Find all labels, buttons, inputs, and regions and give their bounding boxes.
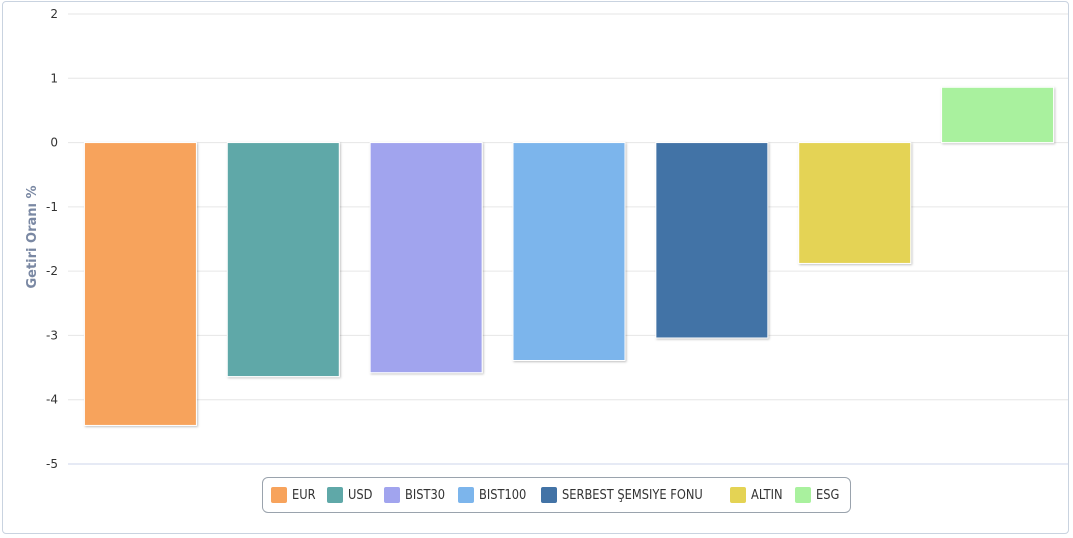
- legend-swatch: [383, 487, 400, 503]
- chart-legend: EUR USD BIST30 BIST100 SERBEST ŞEMSIYE FONU A…: [262, 477, 852, 513]
- bar-serbest-emsiye-fonu[interactable]: [655, 142, 769, 339]
- bar-eur[interactable]: [83, 142, 197, 426]
- legend-swatch: [729, 487, 746, 503]
- legend-swatch: [540, 487, 557, 503]
- legend-swatch: [458, 487, 475, 503]
- bar-altin[interactable]: [798, 142, 912, 264]
- y-axis-title: Getiri Oranı %: [25, 185, 40, 288]
- legend-swatch: [794, 487, 811, 503]
- legend-swatch: [271, 487, 287, 503]
- legend-label: SERBEST ŞEMSIYE FONU: [561, 487, 703, 503]
- legend-item-bist30[interactable]: BIST30: [383, 487, 451, 503]
- bar-bist30[interactable]: [369, 142, 483, 374]
- legend-label: ALTIN: [750, 487, 783, 503]
- legend-swatch: [326, 487, 343, 503]
- legend-item-esg[interactable]: ESG: [794, 487, 843, 503]
- legend-label: BIST100: [479, 487, 527, 503]
- y-axis-tick-labels: 2 1 0 -1 -2 -3 -4 -5: [46, 7, 58, 471]
- legend-label: ESG: [815, 487, 840, 503]
- legend-label: BIST30: [404, 487, 445, 503]
- bar-bist100[interactable]: [512, 142, 626, 361]
- legend-item-eur[interactable]: EUR: [271, 487, 319, 503]
- bars: [83, 86, 1055, 426]
- legend-item-serbest-emsiye-fonu[interactable]: SERBEST ŞEMSIYE FONU: [540, 487, 722, 503]
- legend-item-altin[interactable]: ALTIN: [729, 487, 787, 503]
- legend-label: USD: [347, 487, 373, 503]
- y-tick-label: -4: [46, 393, 58, 407]
- legend-label: EUR: [292, 487, 316, 503]
- legend-item-bist100[interactable]: BIST100: [458, 487, 533, 503]
- y-tick-label: -3: [46, 328, 58, 342]
- legend-item-usd[interactable]: USD: [326, 487, 376, 503]
- y-tick-label: 1: [50, 71, 58, 85]
- y-tick-label: -5: [46, 457, 58, 471]
- y-tick-label: 0: [50, 136, 58, 150]
- y-tick-label: 2: [50, 7, 58, 21]
- y-tick-label: -2: [46, 264, 58, 278]
- bar-esg[interactable]: [941, 86, 1055, 144]
- bar-usd[interactable]: [226, 142, 340, 378]
- y-tick-label: -1: [46, 200, 58, 214]
